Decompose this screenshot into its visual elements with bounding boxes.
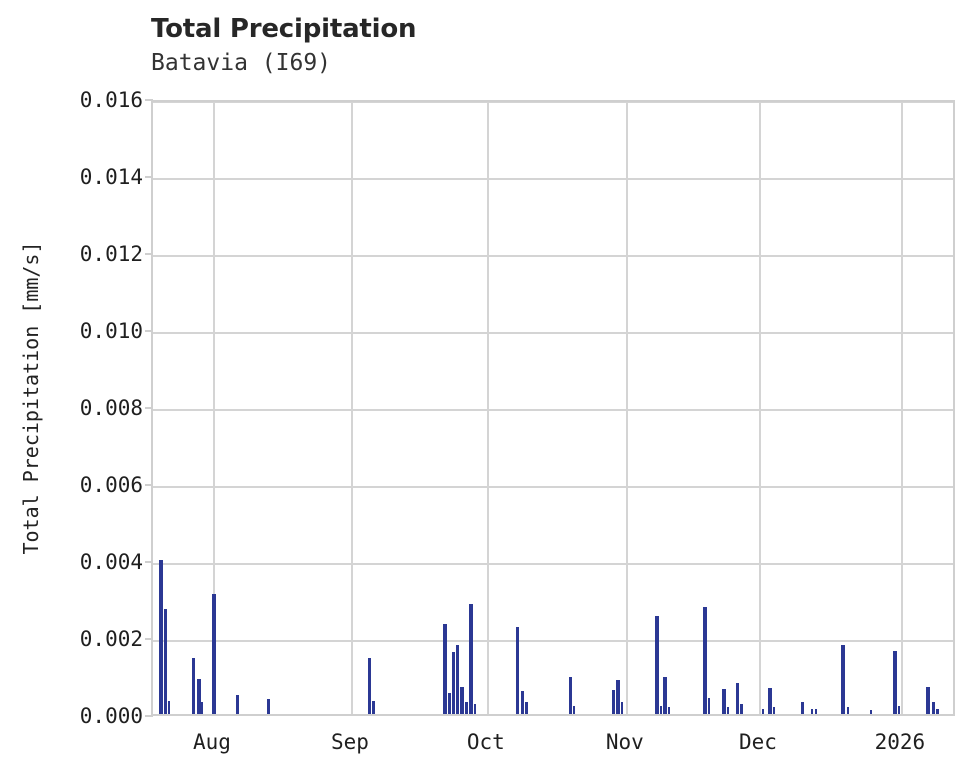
- y-axis-tick-label: 0.010: [79, 319, 143, 343]
- bar: [191, 657, 196, 714]
- bar: [464, 702, 469, 714]
- y-axis-tick-mark: [145, 330, 153, 332]
- bar: [846, 707, 850, 714]
- bar: [761, 709, 764, 714]
- y-axis-tick-mark: [145, 561, 153, 563]
- bar: [515, 627, 520, 714]
- gridline-horizontal: [153, 178, 953, 180]
- bar: [443, 623, 447, 714]
- bar: [168, 700, 171, 714]
- gridline-vertical: [900, 102, 903, 714]
- x-axis-tick-label: 2026: [874, 730, 926, 754]
- bar: [456, 645, 460, 714]
- bar: [892, 651, 897, 714]
- bar: [810, 708, 814, 714]
- bar: [524, 702, 528, 714]
- x-axis-tick-label: Dec: [738, 730, 777, 754]
- y-axis-tick-label: 0.012: [79, 242, 143, 266]
- y-axis-tick-labels: 0.000 0.002 0.004 0.006 0.008 0.010 0.012 0.014…: [0, 0, 153, 780]
- bar: [936, 709, 939, 714]
- y-axis-tick-label: 0.014: [79, 165, 143, 189]
- bar: [267, 699, 271, 714]
- y-axis-tick-label: 0.000: [79, 704, 143, 728]
- bar: [448, 692, 451, 714]
- bar: [616, 680, 620, 714]
- y-axis-tick-label: 0.006: [79, 473, 143, 497]
- x-axis-tick-label: Nov: [605, 730, 644, 754]
- bar: [702, 606, 707, 714]
- bar: [211, 593, 216, 714]
- y-axis-tick-mark: [145, 715, 153, 717]
- y-axis-tick-mark: [145, 99, 153, 101]
- y-axis-tick-label: 0.002: [79, 627, 143, 651]
- y-axis-tick-mark: [145, 176, 153, 178]
- bar: [663, 677, 667, 714]
- bar: [772, 707, 776, 714]
- bar: [520, 690, 524, 714]
- bar: [841, 645, 846, 714]
- bar: [659, 706, 662, 714]
- bar: [926, 687, 931, 714]
- bar: [735, 683, 740, 714]
- bar: [897, 706, 900, 714]
- y-axis-tick-mark: [145, 638, 153, 640]
- bar: [654, 615, 659, 714]
- bar: [451, 652, 456, 714]
- y-axis-tick-mark: [145, 484, 153, 486]
- page-title: Total Precipitation: [151, 14, 417, 44]
- bar: [468, 604, 473, 714]
- bar: [768, 687, 772, 714]
- y-axis-tick-label: 0.016: [79, 88, 143, 112]
- bar: [801, 702, 805, 714]
- bar: [235, 694, 239, 714]
- plot-area: [151, 100, 955, 716]
- bar: [707, 697, 711, 714]
- bar: [870, 710, 873, 714]
- gridline-horizontal: [153, 332, 953, 334]
- bar: [159, 560, 163, 714]
- bar: [201, 702, 204, 714]
- bar: [726, 707, 729, 714]
- gridline-horizontal: [153, 102, 953, 103]
- bar: [814, 708, 818, 714]
- gridline-vertical: [625, 102, 628, 714]
- bar: [473, 704, 477, 714]
- gridline-horizontal: [153, 409, 953, 411]
- y-axis-tick-label: 0.008: [79, 396, 143, 420]
- bar: [620, 702, 624, 714]
- bar: [611, 690, 616, 714]
- bar: [460, 687, 464, 714]
- y-axis-tick-label: 0.004: [79, 550, 143, 574]
- bar: [568, 677, 573, 714]
- x-axis-tick-label: Oct: [466, 730, 505, 754]
- x-axis-tick-label: Sep: [331, 730, 369, 754]
- gridline-horizontal: [153, 255, 953, 257]
- bar: [573, 705, 576, 714]
- gridline-vertical: [486, 102, 489, 714]
- gridline-vertical: [758, 102, 761, 714]
- bar: [372, 700, 375, 714]
- bar: [667, 707, 670, 714]
- gridline-horizontal: [153, 563, 953, 565]
- bar: [932, 702, 936, 714]
- gridline-horizontal: [153, 486, 953, 488]
- gridline-horizontal: [153, 640, 953, 642]
- bar: [197, 678, 201, 714]
- y-axis-tick-mark: [145, 407, 153, 409]
- x-axis-tick-label: Aug: [192, 730, 231, 754]
- bar: [740, 704, 743, 714]
- bar: [164, 609, 168, 714]
- bar: [367, 657, 372, 714]
- gridline-vertical: [350, 102, 353, 714]
- bar: [722, 688, 726, 714]
- y-axis-tick-mark: [145, 253, 153, 255]
- gridline-vertical: [212, 102, 215, 714]
- chart-subtitle: Batavia (I69): [151, 50, 332, 76]
